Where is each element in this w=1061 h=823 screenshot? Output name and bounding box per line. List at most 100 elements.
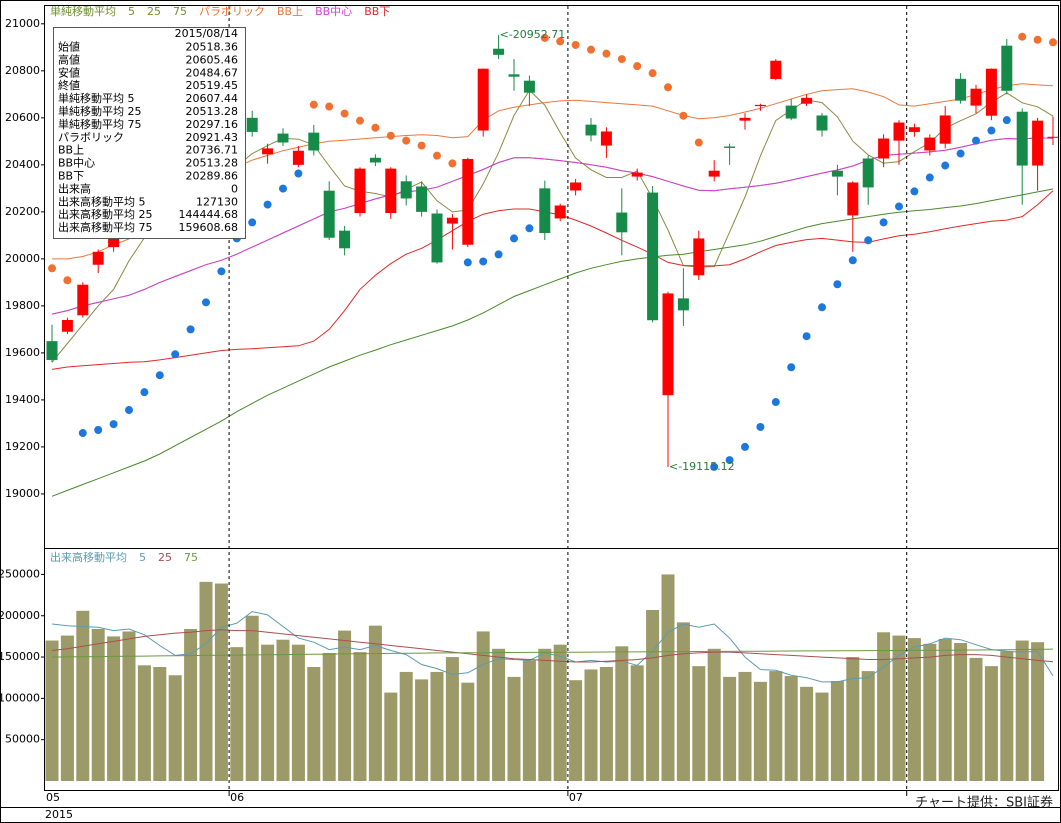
volume-bar — [969, 657, 983, 781]
psar-dot — [941, 161, 950, 170]
volume-bar — [938, 638, 952, 781]
candle-body — [92, 251, 104, 265]
volume-bar — [584, 669, 598, 781]
candle-body — [631, 172, 643, 177]
candle-body — [647, 192, 659, 321]
psar-dot — [217, 267, 226, 276]
info-label: 単純移動平均 5 — [58, 91, 135, 105]
y-tick-label: 19000 — [5, 487, 40, 500]
y-tick-label: 20800 — [5, 64, 40, 77]
psar-dot — [833, 280, 842, 289]
candle-body — [292, 150, 304, 165]
psar-dot — [956, 149, 965, 158]
volume-bar — [261, 644, 275, 781]
psar-dot — [679, 111, 688, 120]
candle-body — [816, 115, 828, 131]
psar-dot — [540, 33, 549, 42]
candle-body — [400, 181, 412, 199]
candle-body — [493, 48, 505, 55]
volume-bar — [892, 635, 906, 781]
psar-dot — [987, 126, 996, 135]
candle-body — [754, 104, 766, 107]
volume-bar — [307, 666, 321, 781]
info-label: BB中心 — [58, 157, 95, 170]
psar-dot — [694, 138, 703, 147]
volume-bar — [445, 657, 459, 781]
psar-dot — [664, 83, 672, 92]
volume-bar — [538, 648, 552, 781]
volume-bar — [91, 628, 105, 781]
psar-dot — [402, 136, 411, 145]
psar-dot — [879, 218, 888, 227]
psar-dot — [787, 363, 796, 372]
volume-bar — [137, 665, 151, 781]
x-year-label: 2015 — [45, 808, 73, 821]
psar-dot — [802, 332, 811, 341]
info-date: 2015/08/14 — [175, 27, 238, 40]
info-value: 0 — [231, 182, 238, 195]
candle-body — [970, 88, 982, 106]
candle-body — [708, 170, 720, 177]
y-tick-label: 250000 — [0, 567, 40, 580]
psar-dot — [94, 425, 103, 434]
candle-body — [570, 182, 582, 191]
volume-bar — [784, 676, 798, 781]
candle-body — [924, 137, 936, 151]
info-value: 20297.16 — [186, 118, 239, 131]
candle-body — [46, 341, 58, 360]
volume-bar — [923, 643, 937, 781]
volume-bar — [676, 622, 690, 781]
candle-body — [416, 186, 428, 212]
volume-bar — [830, 681, 844, 781]
volume-ma-line — [51, 629, 1054, 663]
info-value: 20513.28 — [186, 105, 239, 118]
psar-dot — [263, 200, 272, 209]
volume-bar — [877, 632, 891, 781]
candle-body — [893, 122, 905, 141]
candle-body — [385, 168, 397, 214]
info-label: パラボリック — [58, 131, 124, 144]
volume-bar — [861, 671, 875, 781]
y-tick-label: 19200 — [5, 440, 40, 453]
volume-bar — [184, 628, 198, 781]
psar-dot — [386, 131, 395, 140]
info-value: 20607.44 — [186, 92, 239, 105]
psar-dot — [925, 173, 934, 182]
volume-bar — [415, 679, 429, 781]
volume-bar — [630, 665, 644, 781]
candle-body — [1001, 45, 1013, 91]
candle-body — [262, 148, 274, 155]
psar-dot — [1018, 32, 1027, 41]
candle-body — [770, 60, 782, 80]
volume-bar — [492, 648, 506, 781]
candle-body — [585, 124, 597, 136]
psar-dot — [48, 264, 56, 273]
candle-body — [1016, 111, 1028, 166]
candle-body — [1047, 136, 1059, 138]
psar-dot — [186, 325, 195, 334]
info-label: 安値 — [58, 65, 80, 79]
volume-bar — [753, 681, 767, 781]
volume-bar — [846, 657, 860, 781]
legend-entry: 出来高移動平均 — [50, 550, 127, 564]
psar-dot — [1033, 35, 1042, 44]
info-value: 20921.43 — [186, 131, 239, 144]
psar-dot — [417, 141, 426, 150]
candle-body — [847, 182, 859, 216]
psar-dot — [63, 276, 72, 285]
volume-bar — [569, 680, 583, 781]
candle-body — [600, 131, 612, 146]
y-tick-label: 20200 — [5, 205, 40, 218]
legend-entry: BB下 — [364, 5, 390, 18]
volume-bar — [599, 666, 613, 781]
candle-body — [462, 158, 474, 245]
psar-dot — [448, 159, 457, 168]
volume-bar — [1000, 651, 1014, 781]
volume-bar — [368, 625, 382, 781]
psar-dot — [463, 258, 472, 267]
info-value: 20518.36 — [186, 41, 239, 54]
info-label: 出来高移動平均 25 — [58, 207, 153, 221]
candle-body — [662, 293, 674, 396]
volume-bar — [815, 692, 829, 781]
info-value: 20484.67 — [186, 66, 239, 79]
